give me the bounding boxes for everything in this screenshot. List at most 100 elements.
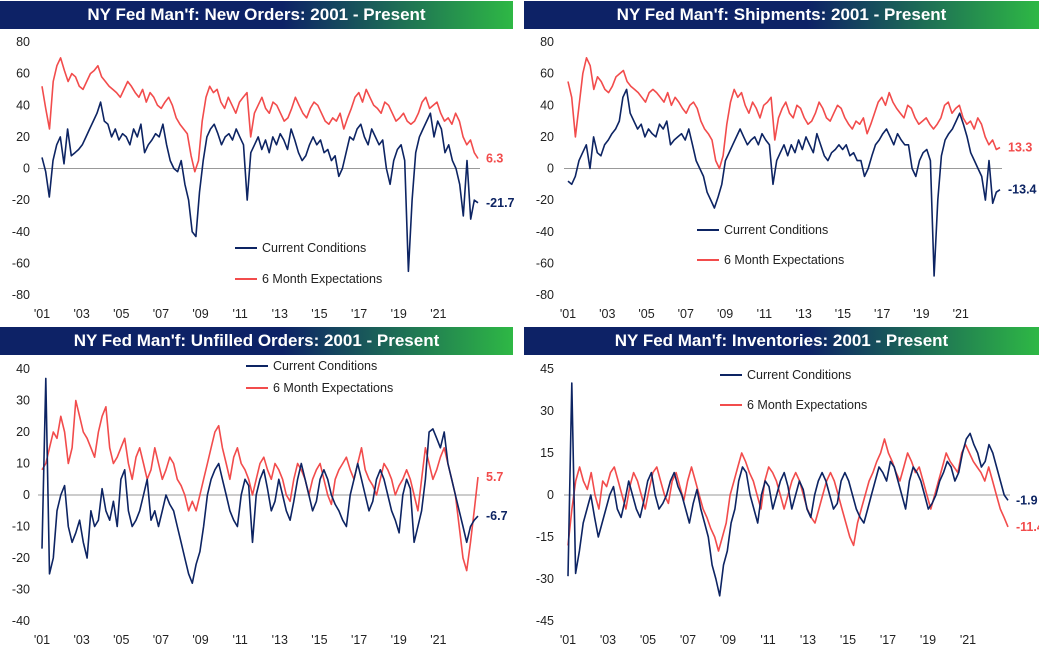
x-tick-label: '19 bbox=[391, 307, 407, 321]
y-tick-label: 40 bbox=[16, 362, 30, 376]
legend-label: 6 Month Expectations bbox=[273, 381, 393, 395]
y-tick-label: 20 bbox=[16, 130, 30, 144]
x-tick-label: '11 bbox=[760, 633, 775, 647]
end-label-current: -6.7 bbox=[486, 509, 508, 523]
chart-title-inventories: NY Fed Man'f: Inventories: 2001 - Presen… bbox=[524, 327, 1039, 355]
legend-item-expectations: 6 Month Expectations bbox=[720, 398, 867, 412]
current-conditions-line bbox=[41, 101, 479, 273]
y-tick-label: 0 bbox=[23, 162, 30, 176]
y-tick-label: 15 bbox=[540, 446, 554, 460]
legend-item-current: Current Conditions bbox=[697, 223, 828, 237]
y-tick-label: 0 bbox=[547, 162, 554, 176]
legend-label: Current Conditions bbox=[747, 368, 851, 382]
x-tick-label: '19 bbox=[920, 633, 936, 647]
legend-label: Current Conditions bbox=[262, 241, 366, 255]
current-conditions-line bbox=[567, 382, 1009, 597]
x-tick-label: '11 bbox=[232, 307, 247, 321]
x-tick-label: '13 bbox=[272, 307, 288, 321]
y-tick-label: 30 bbox=[540, 404, 554, 418]
legend-item-current: Current Conditions bbox=[720, 368, 851, 382]
x-tick-label: '05 bbox=[640, 633, 656, 647]
x-tick-label: '15 bbox=[311, 307, 327, 321]
y-tick-label: -30 bbox=[536, 572, 554, 586]
end-label-current: -21.7 bbox=[486, 196, 515, 210]
y-tick-label: 0 bbox=[547, 488, 554, 502]
legend-item-expectations: 6 Month Expectations bbox=[697, 253, 844, 267]
x-tick-label: '03 bbox=[600, 633, 616, 647]
x-tick-label: '05 bbox=[113, 307, 129, 321]
x-tick-label: '15 bbox=[835, 307, 851, 321]
y-tick-label: -20 bbox=[536, 193, 554, 207]
y-tick-label: 80 bbox=[16, 35, 30, 49]
y-tick-label: -60 bbox=[536, 256, 554, 270]
chart-panel-inventories: NY Fed Man'f: Inventories: 2001 - Presen… bbox=[520, 326, 1039, 650]
y-tick-label: 0 bbox=[23, 488, 30, 502]
legend-item-current: Current Conditions bbox=[235, 241, 366, 255]
x-tick-label: '17 bbox=[351, 633, 367, 647]
x-tick-label: '09 bbox=[717, 307, 733, 321]
x-tick-label: '07 bbox=[680, 633, 696, 647]
y-tick-label: -20 bbox=[12, 193, 30, 207]
x-tick-label: '01 bbox=[560, 633, 576, 647]
chart-title-unfilled-orders: NY Fed Man'f: Unfilled Orders: 2001 - Pr… bbox=[0, 327, 513, 355]
end-label-current: -1.9 bbox=[1016, 493, 1038, 507]
x-tick-label: '21 bbox=[430, 633, 446, 647]
chart-title-new-orders: NY Fed Man'f: New Orders: 2001 - Present bbox=[0, 1, 513, 29]
x-tick-label: '17 bbox=[880, 633, 896, 647]
end-label-expectations: 6.3 bbox=[486, 152, 503, 166]
expectations-line bbox=[567, 438, 1009, 552]
end-label-expectations: 5.7 bbox=[486, 470, 503, 484]
legend-label: 6 Month Expectations bbox=[747, 398, 867, 412]
end-label-expectations: 13.3 bbox=[1008, 140, 1032, 154]
y-tick-label: -10 bbox=[12, 520, 30, 534]
y-tick-label: -30 bbox=[12, 583, 30, 597]
y-tick-label: -80 bbox=[536, 288, 554, 302]
x-tick-label: '05 bbox=[113, 633, 129, 647]
legend-item-expectations: 6 Month Expectations bbox=[235, 272, 382, 286]
x-tick-label: '09 bbox=[720, 633, 736, 647]
x-tick-label: '15 bbox=[840, 633, 856, 647]
legend-label: Current Conditions bbox=[724, 223, 828, 237]
legend-item-expectations: 6 Month Expectations bbox=[246, 381, 393, 395]
x-tick-label: '01 bbox=[560, 307, 576, 321]
x-tick-label: '21 bbox=[953, 307, 969, 321]
x-tick-label: '19 bbox=[913, 307, 929, 321]
x-tick-label: '11 bbox=[232, 633, 247, 647]
y-tick-label: -45 bbox=[536, 614, 554, 628]
y-tick-label: 60 bbox=[540, 67, 554, 81]
x-tick-label: '11 bbox=[757, 307, 772, 321]
end-label-current: -13.4 bbox=[1008, 183, 1037, 197]
legend-item-current: Current Conditions bbox=[246, 359, 377, 373]
x-tick-label: '03 bbox=[73, 307, 89, 321]
x-tick-label: '09 bbox=[192, 633, 208, 647]
current-conditions-line bbox=[567, 88, 1001, 277]
y-tick-label: -20 bbox=[12, 551, 30, 565]
chart-svg-new-orders: 80 60 40 20 0 -20 -40 -60 -80 '01 '03 '05 '07 '09 '11 '… bbox=[12, 35, 515, 321]
y-tick-label: -15 bbox=[536, 530, 554, 544]
y-tick-label: 20 bbox=[16, 425, 30, 439]
chart-title-shipments: NY Fed Man'f: Shipments: 2001 - Present bbox=[524, 1, 1039, 29]
x-tick-label: '13 bbox=[795, 307, 811, 321]
chart-svg-shipments: 80 60 40 20 0 -20 -40 -60 -80 '01 '03 '05 '07 '09 '11 '… bbox=[536, 35, 1037, 321]
x-tick-label: '01 bbox=[34, 307, 50, 321]
y-tick-label: -80 bbox=[12, 288, 30, 302]
y-tick-label: -40 bbox=[12, 225, 30, 239]
end-label-expectations: -11.4 bbox=[1016, 520, 1039, 534]
legend-label: 6 Month Expectations bbox=[262, 272, 382, 286]
x-tick-label: '07 bbox=[678, 307, 694, 321]
x-tick-label: '09 bbox=[192, 307, 208, 321]
y-tick-label: 40 bbox=[540, 98, 554, 112]
y-tick-label: 40 bbox=[16, 98, 30, 112]
chart-svg-inventories: 45 30 15 0 -15 -30 -45 '01 '03 '05 '07 '09 '11 '13 '15… bbox=[536, 362, 1039, 647]
y-tick-label: -40 bbox=[12, 614, 30, 628]
chart-panel-unfilled-orders: NY Fed Man'f: Unfilled Orders: 2001 - Pr… bbox=[0, 326, 519, 650]
current-conditions-line bbox=[41, 377, 479, 584]
x-tick-label: '13 bbox=[800, 633, 816, 647]
expectations-line bbox=[41, 57, 479, 173]
y-tick-label: 60 bbox=[16, 67, 30, 81]
y-tick-label: 30 bbox=[16, 394, 30, 408]
x-tick-label: '01 bbox=[34, 633, 50, 647]
legend-label: 6 Month Expectations bbox=[724, 253, 844, 267]
x-tick-label: '05 bbox=[638, 307, 654, 321]
x-tick-label: '15 bbox=[311, 633, 327, 647]
